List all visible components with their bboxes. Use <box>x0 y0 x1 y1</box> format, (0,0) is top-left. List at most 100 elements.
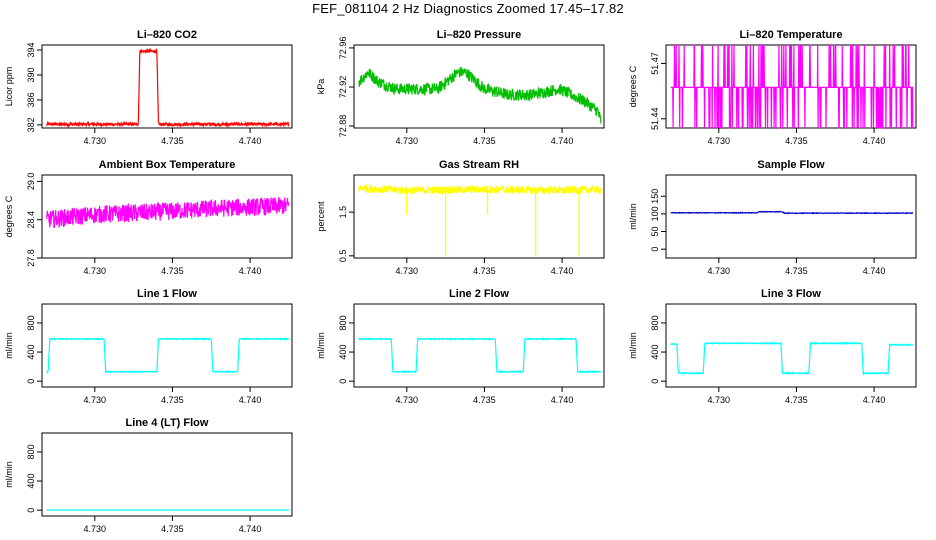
y-tick-label: 29.0 <box>26 173 36 191</box>
panel-8: Line 3 Flow 0 400 800 4.730 4.735 4.740 ml/min <box>628 288 917 405</box>
plot-frame <box>353 303 605 388</box>
y-axis-label: ml/min <box>4 461 14 488</box>
y-tick-label: 51.44 <box>650 108 660 131</box>
panel-6: Line 1 Flow 0 400 800 4.730 4.735 4.740 ml/min <box>4 288 293 405</box>
y-tick-label: 0 <box>26 508 36 513</box>
y-axis-label: ml/min <box>316 332 326 359</box>
x-tick-label: 4.730 <box>708 266 731 276</box>
y-tick-label: 394 <box>26 42 36 57</box>
x-tick-label: 4.735 <box>473 136 496 146</box>
panel-9: Line 4 (LT) Flow 0 400 800 4.730 4.735 4.740 ml… <box>4 417 293 534</box>
x-tick-label: 4.740 <box>551 266 574 276</box>
y-tick-label: 0 <box>338 379 348 384</box>
x-tick-label: 4.740 <box>863 266 886 276</box>
panel-title: Li–820 Temperature <box>739 29 842 41</box>
y-tick-label: 0 <box>650 379 660 384</box>
x-tick-label: 4.730 <box>396 395 419 405</box>
y-tick-label: 0.5 <box>338 250 348 263</box>
y-tick-label: 800 <box>26 315 36 330</box>
panel-title: Line 2 Flow <box>449 288 509 300</box>
y-tick-label: 50 <box>650 227 660 237</box>
series-line <box>46 196 290 229</box>
series-line <box>670 44 914 129</box>
y-tick-label: 800 <box>650 315 660 330</box>
x-tick-label: 4.730 <box>84 136 107 146</box>
panel-0: Li–820 CO2 382 386 390 394 4.730 4.735 4.740 Lic… <box>4 29 293 146</box>
x-tick-label: 4.730 <box>708 395 731 405</box>
x-tick-label: 4.730 <box>708 136 731 146</box>
y-tick-label: 386 <box>26 92 36 107</box>
y-tick-label: 72.88 <box>338 115 348 138</box>
series-line <box>358 183 602 196</box>
x-tick-label: 4.735 <box>161 395 184 405</box>
x-tick-label: 4.735 <box>161 136 184 146</box>
plot-frame <box>41 44 293 129</box>
series-line <box>358 336 601 374</box>
x-tick-label: 4.735 <box>473 266 496 276</box>
plot-frame <box>665 174 917 259</box>
y-tick-label: 382 <box>26 117 36 132</box>
x-tick-label: 4.730 <box>84 524 107 534</box>
plot-frame <box>353 174 605 259</box>
panel-5: Sample Flow 0 50 100 150 4.730 4.735 4.740 ml/mi… <box>628 159 917 276</box>
series-line <box>358 67 602 124</box>
panel-title: Ambient Box Temperature <box>99 159 236 171</box>
x-tick-label: 4.735 <box>161 524 184 534</box>
x-tick-label: 4.740 <box>239 524 262 534</box>
y-axis-label: kPa <box>316 79 326 95</box>
x-tick-label: 4.740 <box>239 266 262 276</box>
x-tick-label: 4.740 <box>863 395 886 405</box>
x-tick-label: 4.730 <box>84 395 107 405</box>
y-axis-label: Licor ppm <box>4 67 14 107</box>
x-tick-label: 4.735 <box>161 266 184 276</box>
y-tick-label: 400 <box>26 474 36 489</box>
panel-title: Li–820 Pressure <box>437 29 521 41</box>
y-tick-label: 100 <box>650 206 660 221</box>
x-tick-label: 4.735 <box>785 395 808 405</box>
plot-frame <box>41 303 293 388</box>
y-tick-label: 400 <box>650 345 660 360</box>
series-line <box>670 341 914 376</box>
plot-frame <box>41 432 293 517</box>
x-tick-label: 4.735 <box>473 395 496 405</box>
y-axis-label: ml/min <box>628 203 638 230</box>
y-tick-label: 390 <box>26 67 36 82</box>
panel-title: Line 1 Flow <box>137 288 197 300</box>
x-tick-label: 4.740 <box>551 136 574 146</box>
panel-2: Li–820 Temperature 51.44 51.47 4.730 4.735 4.… <box>628 29 917 146</box>
y-axis-label: percent <box>316 201 326 232</box>
y-tick-label: 72.92 <box>338 76 348 99</box>
series-line <box>670 210 914 215</box>
x-tick-label: 4.730 <box>84 266 107 276</box>
panel-title: Sample Flow <box>757 159 825 171</box>
x-tick-label: 4.730 <box>396 266 419 276</box>
y-tick-label: 0 <box>26 379 36 384</box>
y-axis-label: degrees C <box>628 65 638 107</box>
y-tick-label: 51.47 <box>650 52 660 75</box>
y-tick-label: 1.5 <box>338 206 348 219</box>
y-tick-label: 72.96 <box>338 37 348 60</box>
y-tick-label: 0 <box>650 247 660 252</box>
y-tick-label: 800 <box>26 444 36 459</box>
panel-4: Gas Stream RH 0.5 1.5 4.730 4.735 4.740 percen… <box>316 159 605 276</box>
x-tick-label: 4.735 <box>785 266 808 276</box>
y-tick-label: 400 <box>338 345 348 360</box>
plot-frame <box>41 174 293 259</box>
x-tick-label: 4.740 <box>239 395 262 405</box>
page-title: FEF_081104 2 Hz Diagnostics Zoomed 17.45… <box>312 1 624 16</box>
panel-7: Line 2 Flow 0 400 800 4.730 4.735 4.740 ml/min <box>316 288 605 405</box>
x-tick-label: 4.740 <box>863 136 886 146</box>
panel-1: Li–820 Pressure 72.88 72.92 72.96 4.730 4.735… <box>316 29 605 146</box>
y-axis-label: degrees C <box>4 195 14 237</box>
y-tick-label: 800 <box>338 315 348 330</box>
series-line <box>46 47 290 129</box>
y-axis-label: ml/min <box>628 332 638 359</box>
x-tick-label: 4.735 <box>785 136 808 146</box>
panel-title: Li–820 CO2 <box>137 29 197 41</box>
x-tick-label: 4.730 <box>396 136 419 146</box>
y-axis-label: ml/min <box>4 332 14 359</box>
x-tick-label: 4.740 <box>239 136 262 146</box>
panel-3: Ambient Box Temperature 27.8 28.4 29.0 4.730… <box>4 159 293 276</box>
y-tick-label: 28.4 <box>26 211 36 229</box>
